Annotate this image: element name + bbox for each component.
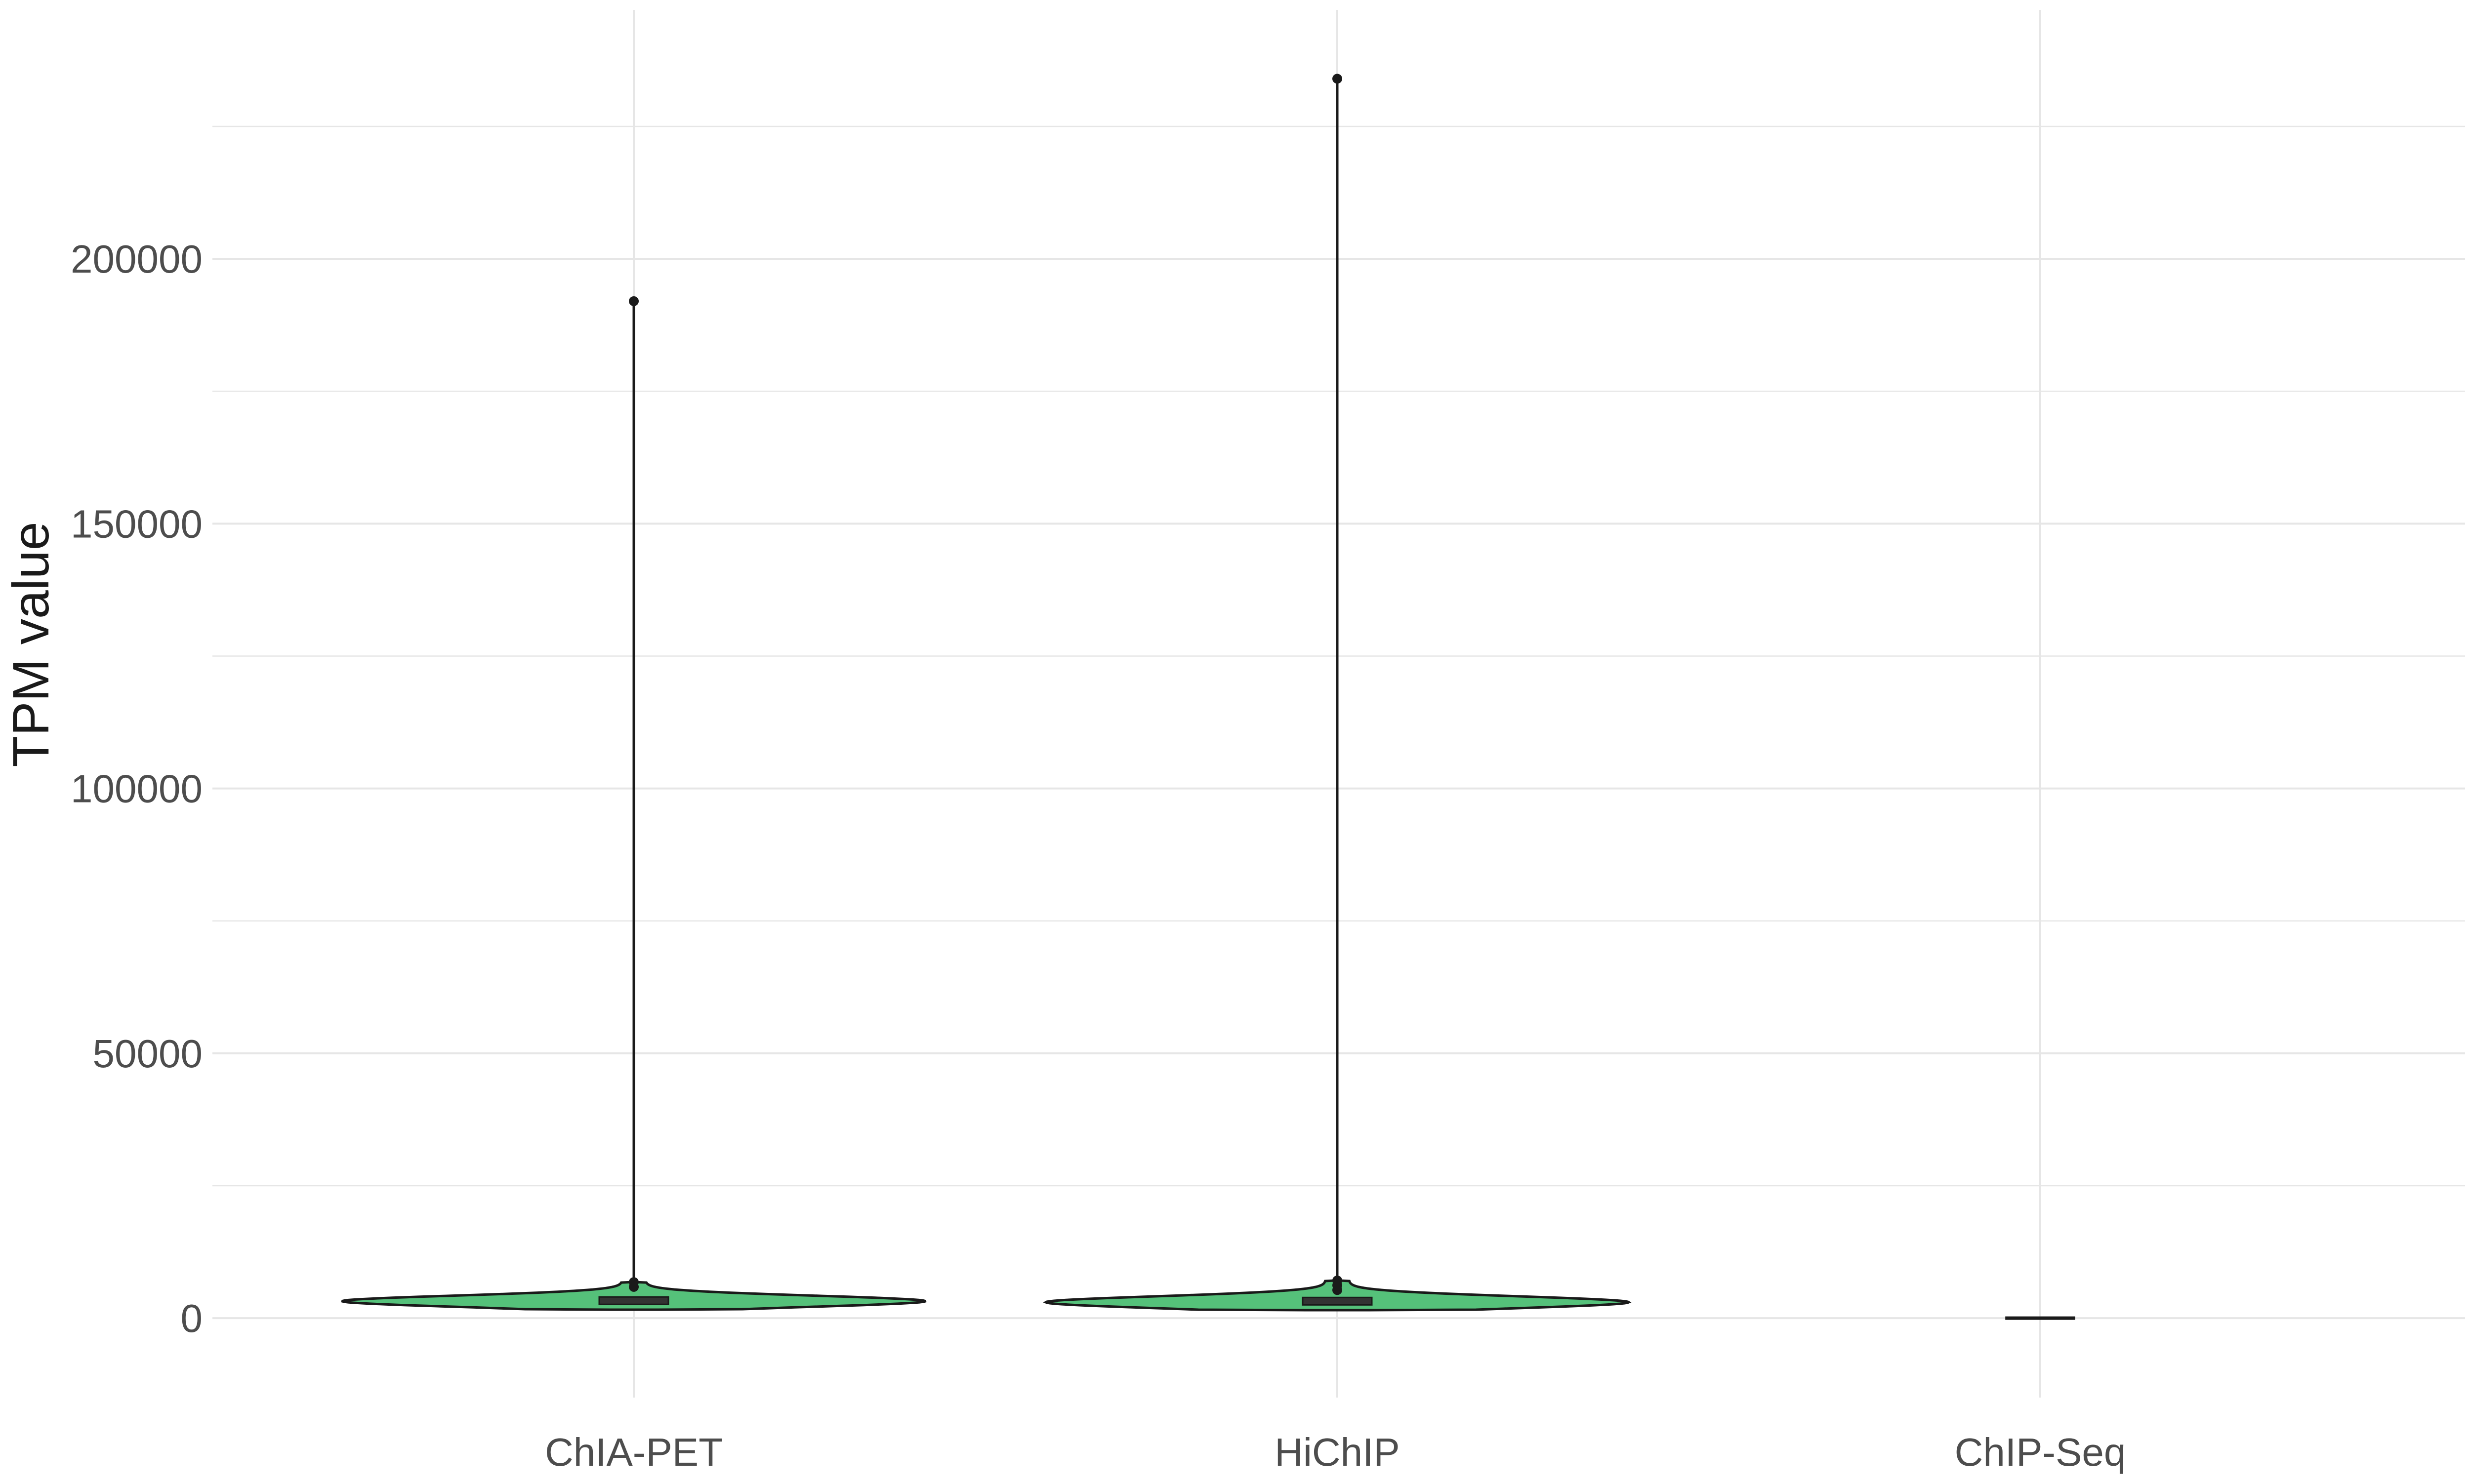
iqr-box	[1302, 1296, 1373, 1306]
y-tick-label: 0	[181, 1296, 203, 1340]
outlier-point	[629, 1282, 639, 1292]
y-axis-title: TPM value	[2, 521, 60, 767]
y-tick-label: 150000	[71, 502, 203, 546]
outlier-point	[629, 296, 639, 306]
x-tick-label: ChIP-Seq	[1955, 1430, 2126, 1474]
x-tick-label: ChIA-PET	[545, 1430, 723, 1474]
iqr-box	[598, 1296, 669, 1305]
outlier-point	[1332, 74, 1342, 84]
y-tick-label: 200000	[71, 237, 203, 281]
violins	[341, 74, 2075, 1320]
violin-hichip	[1043, 74, 1632, 1312]
x-tick-label: HiChIP	[1275, 1430, 1400, 1474]
y-tick-label: 100000	[71, 767, 203, 811]
violin-chia-pet	[341, 296, 927, 1311]
axes: 0 50000 100000 150000 200000 ChIA-PET HiChIP Ch…	[71, 237, 2126, 1474]
y-tick-label: 50000	[93, 1032, 203, 1076]
grid	[212, 10, 2465, 1398]
outlier-point	[1332, 1285, 1342, 1295]
